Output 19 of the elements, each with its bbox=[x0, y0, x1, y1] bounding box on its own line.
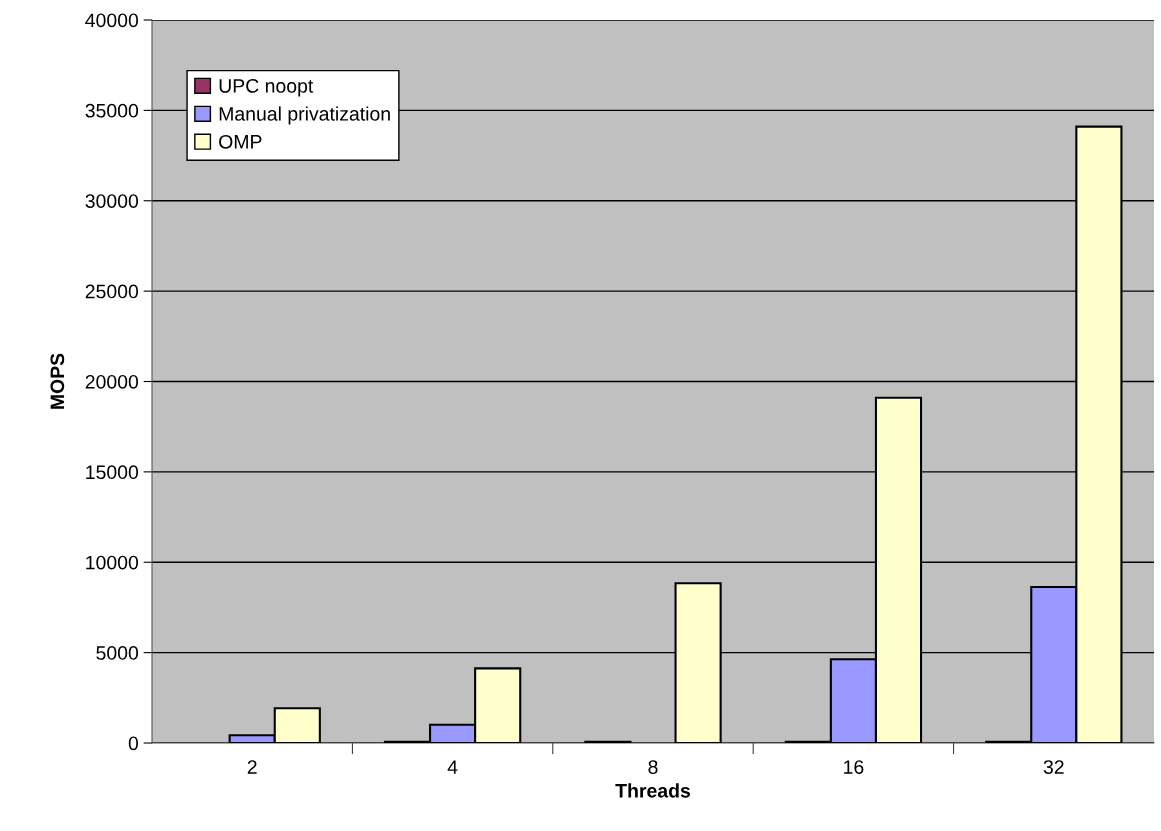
x-tick-label: 8 bbox=[648, 760, 658, 774]
y-tick-label: 15000 bbox=[86, 465, 139, 480]
y-tick-label: 35000 bbox=[85, 103, 139, 118]
x-tick-label: 2 bbox=[247, 760, 257, 774]
legend-label: UPC noopt bbox=[219, 79, 314, 97]
y-tick-label: 20000 bbox=[85, 374, 139, 389]
y-tick-label: 5000 bbox=[96, 646, 139, 660]
x-tick-label: 32 bbox=[1043, 760, 1064, 774]
y-tick-label: 30000 bbox=[85, 194, 139, 208]
y-axis-title: MOPS bbox=[50, 353, 65, 409]
y-tick-label: 0 bbox=[128, 736, 139, 751]
legend-label: Manual privatization bbox=[219, 106, 390, 125]
x-tick-label: 4 bbox=[447, 760, 458, 774]
y-tick-label: 40000 bbox=[85, 13, 139, 28]
y-tick-label: 10000 bbox=[86, 555, 139, 570]
x-axis-title: Threads bbox=[615, 783, 691, 798]
y-tick-label: 25000 bbox=[85, 284, 139, 299]
x-tick-label: 16 bbox=[844, 760, 864, 774]
legend-label: OMP bbox=[219, 134, 262, 149]
